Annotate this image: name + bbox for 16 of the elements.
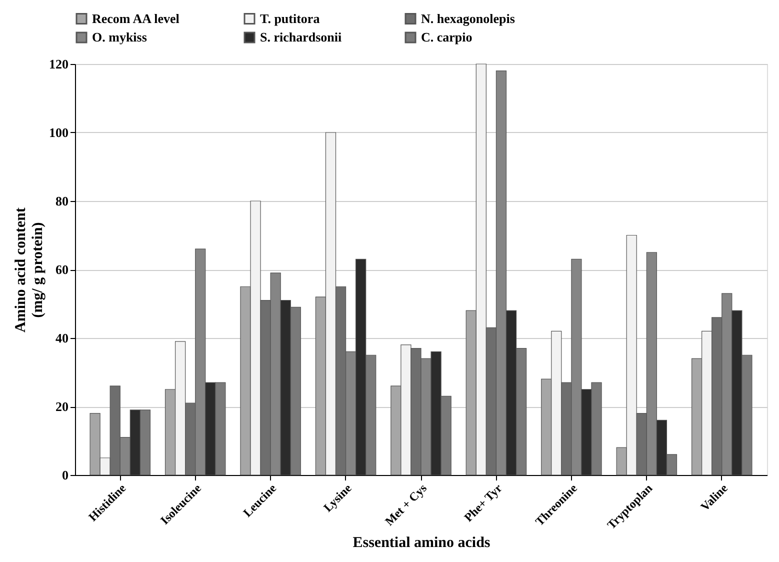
y-tick-label: 40 xyxy=(56,330,68,346)
y-tick-label: 60 xyxy=(56,262,68,277)
y-tick-label: 0 xyxy=(62,468,68,482)
y-tick-label: 80 xyxy=(56,194,68,208)
y-axis-title: Amino acid content (mg/ g protein) xyxy=(13,208,46,332)
x-tick-label: Met + Cys xyxy=(382,480,430,528)
x-axis-title: Essential amino acids xyxy=(352,535,490,552)
y-tick-label: 120 xyxy=(49,56,68,72)
legend-label: N. hexagonolepis xyxy=(421,10,515,26)
legend-label: S. richardsonii xyxy=(260,30,342,44)
legend-label: C. carpio xyxy=(421,30,472,44)
legend-label: Recom AA level xyxy=(92,10,180,26)
legend-label: O. mykiss xyxy=(92,30,147,44)
y-tick-label: 100 xyxy=(49,125,68,140)
y-tick-label: 20 xyxy=(56,399,68,414)
legend-label: T. putitora xyxy=(260,10,320,26)
